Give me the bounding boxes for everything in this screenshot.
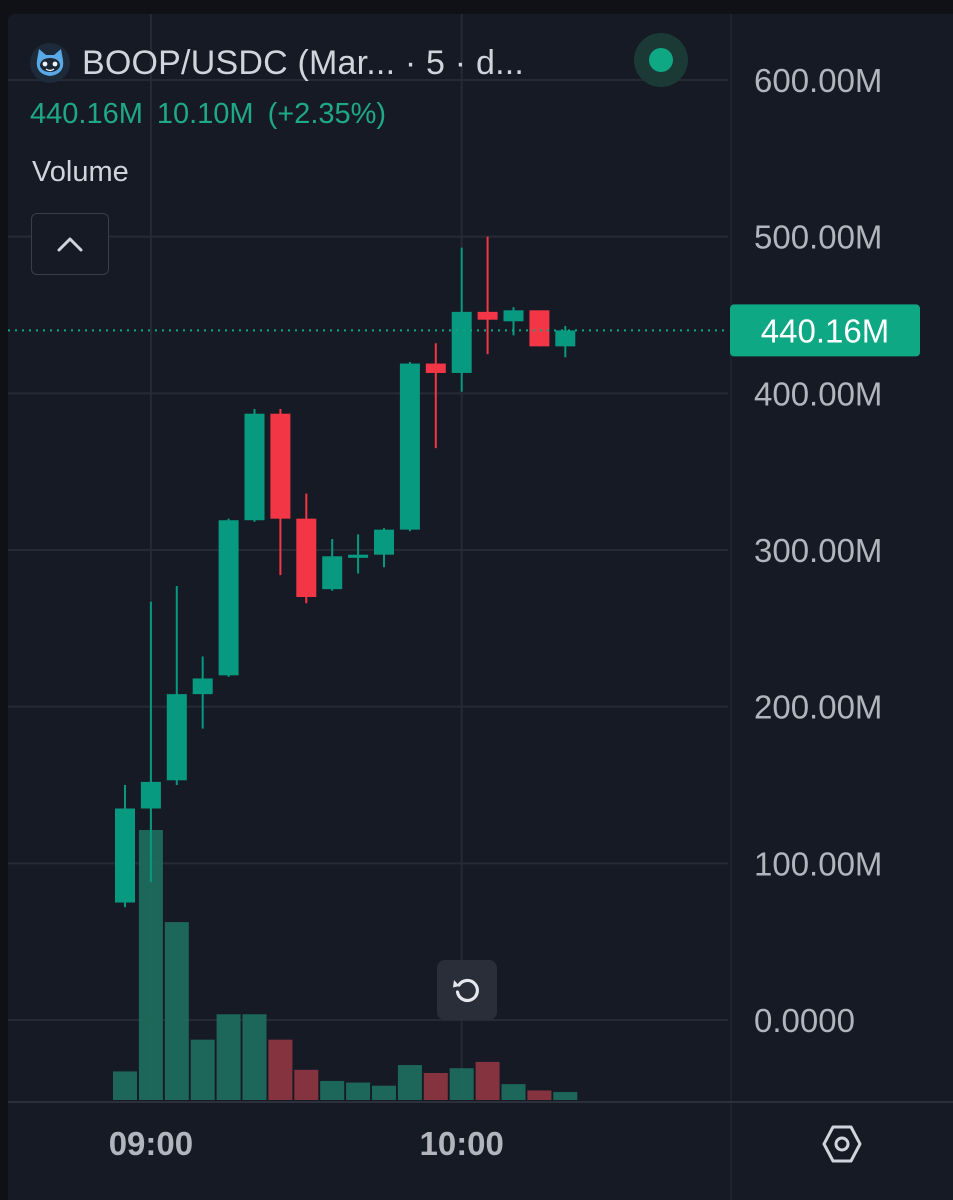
- price-axis-tick-label: 200.00M: [754, 689, 882, 726]
- volume-bar: [320, 1080, 345, 1100]
- collapse-legend-button[interactable]: [31, 213, 109, 275]
- reset-rotate-icon: [453, 978, 479, 1003]
- candle[interactable]: [296, 493, 317, 604]
- axes: 600.00M 500.00M 400.00M 300.00M 200.00M 100.0…: [8, 14, 953, 1200]
- candle-body: [477, 311, 498, 320]
- candle-body: [270, 413, 291, 519]
- reset-chart-button[interactable]: [437, 960, 497, 1020]
- candle[interactable]: [399, 362, 420, 532]
- volume-bar: [113, 1071, 137, 1100]
- candle[interactable]: [244, 409, 265, 522]
- price-axis-tick-label: 400.00M: [754, 375, 882, 412]
- volume-bar: [423, 1073, 448, 1100]
- volume-bar: [501, 1084, 526, 1100]
- price-axis-tick-label: 600.00M: [754, 62, 882, 99]
- price-axis-tick-label: 300.00M: [754, 532, 882, 569]
- candles: [115, 236, 576, 908]
- volume-bar: [346, 1082, 371, 1100]
- candle-body: [166, 694, 187, 781]
- candle[interactable]: [451, 247, 472, 392]
- volume-bar: [372, 1085, 396, 1100]
- price-axis-tick-label: 0.0000: [754, 1002, 855, 1039]
- candle-body: [555, 330, 576, 347]
- volume-bar: [553, 1092, 578, 1100]
- candle-body: [140, 781, 161, 809]
- candle-body: [529, 310, 550, 347]
- candle[interactable]: [322, 539, 343, 591]
- current-price: 440.16M: [30, 98, 143, 130]
- volume-bar: [475, 1061, 500, 1100]
- boop-cat-logo-icon: [30, 43, 70, 83]
- volume-bar: [216, 1014, 241, 1100]
- volume-bar: [397, 1065, 422, 1100]
- candle[interactable]: [529, 310, 550, 347]
- candle[interactable]: [270, 409, 291, 576]
- price-change-percent: (+2.35%): [267, 98, 387, 130]
- last-price-label: 440.16M: [761, 312, 889, 349]
- candle[interactable]: [140, 601, 161, 883]
- last-price-badge: [730, 304, 920, 357]
- volume-bar: [449, 1068, 474, 1100]
- settings-hexagon-icon: [822, 1125, 862, 1163]
- status-dot-icon: [649, 48, 673, 72]
- candle-body: [348, 554, 369, 558]
- candle-body: [115, 808, 135, 903]
- price-axis-tick-label: 500.00M: [754, 219, 882, 256]
- volume-bar: [268, 1039, 293, 1100]
- candle-body: [192, 678, 213, 695]
- candle[interactable]: [425, 343, 446, 449]
- candle-body: [296, 518, 317, 597]
- time-axis-tick-label: 09:00: [109, 1125, 193, 1162]
- time-axis-tick-label: 10:00: [419, 1125, 503, 1162]
- candle-body: [218, 520, 239, 676]
- candle[interactable]: [115, 785, 135, 908]
- chart-settings-button[interactable]: [818, 1120, 866, 1168]
- grid-lines: [8, 14, 728, 1100]
- candle[interactable]: [555, 325, 576, 358]
- volume-bar: [164, 922, 189, 1100]
- candle-body: [322, 556, 343, 590]
- candle[interactable]: [218, 518, 239, 677]
- candle[interactable]: [374, 528, 394, 568]
- market-status-indicator[interactable]: [634, 33, 688, 87]
- candle-body: [399, 363, 420, 530]
- candle-body: [425, 363, 446, 373]
- candle[interactable]: [166, 586, 187, 785]
- symbol-legend[interactable]: BOOP/USDC (Mar... · 5 · d...: [30, 38, 524, 88]
- volume-bar: [190, 1039, 215, 1100]
- volume-bar: [294, 1069, 319, 1100]
- volume-bar: [242, 1014, 267, 1100]
- candle-body: [374, 529, 394, 555]
- volume-indicator-label[interactable]: Volume: [32, 156, 129, 188]
- candle[interactable]: [192, 656, 213, 729]
- candle-body: [503, 310, 524, 322]
- chevron-up-icon: [57, 237, 83, 252]
- candle[interactable]: [348, 534, 369, 574]
- candle[interactable]: [477, 236, 498, 355]
- price-axis-tick-label: 100.00M: [754, 845, 882, 882]
- price-change-summary: 440.16M 10.10M (+2.35%): [30, 98, 400, 131]
- symbol-title[interactable]: BOOP/USDC (Mar... · 5 · d...: [82, 43, 525, 82]
- candle-body: [244, 413, 265, 521]
- price-change: 10.10M: [156, 98, 254, 130]
- volume-bars: [113, 830, 578, 1100]
- volume-bar: [527, 1090, 552, 1100]
- candle-body: [451, 311, 472, 373]
